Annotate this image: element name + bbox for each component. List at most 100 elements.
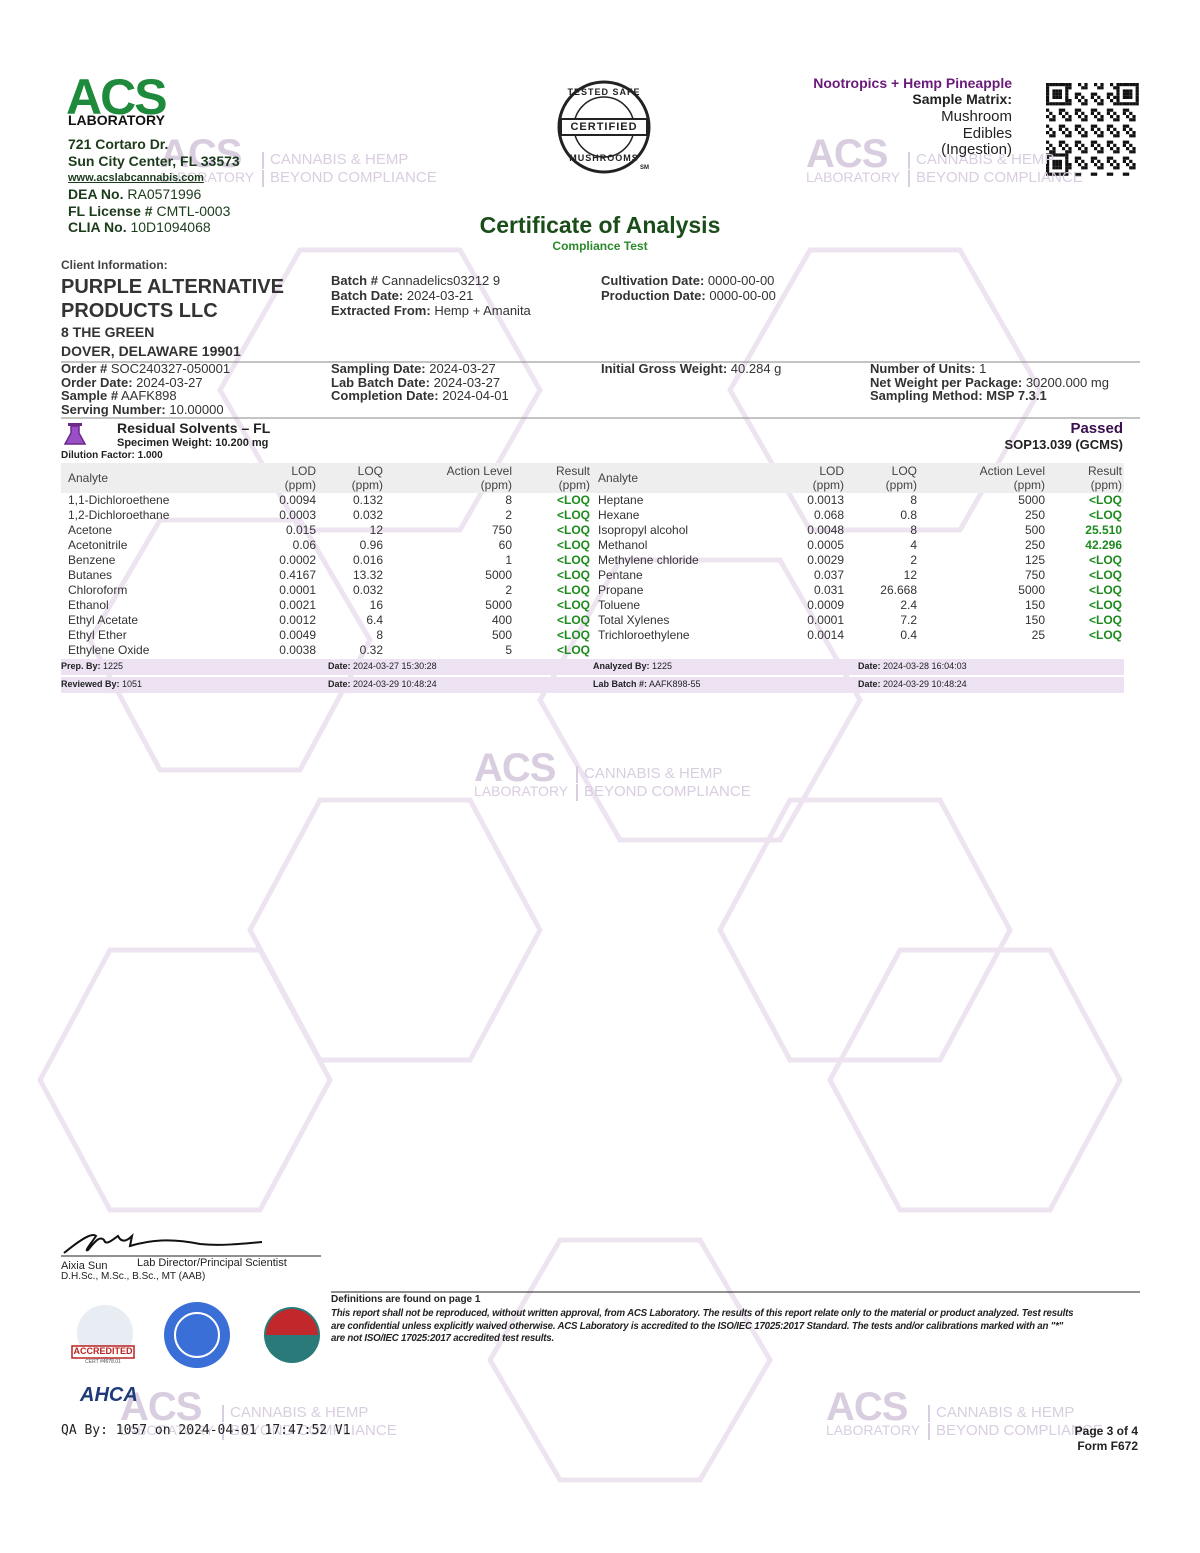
qr-cell <box>1065 118 1069 122</box>
signature-mark <box>63 1232 263 1254</box>
signoff-band <box>61 659 1124 675</box>
analyte: Pentane <box>598 568 643 582</box>
label: Batch Date: <box>331 288 404 303</box>
qr-cell <box>1052 150 1056 154</box>
qr-cell <box>1113 118 1117 122</box>
qr-cell <box>1126 92 1130 96</box>
qr-cell <box>1097 134 1101 138</box>
watermark-hexagons <box>37 247 1123 1483</box>
qr-cell <box>1116 115 1120 119</box>
lab-address: Sun City Center, FL 33573 <box>68 153 240 169</box>
column-unit: (ppm) <box>885 478 917 492</box>
qr-cell <box>1078 108 1082 112</box>
cell: 0.032 <box>352 583 383 597</box>
cell: <LOQ <box>1088 508 1122 522</box>
cell: 750 <box>1024 568 1045 582</box>
label: Analyzed By: <box>593 661 650 671</box>
qr-cell <box>1052 118 1056 122</box>
cell: 1 <box>505 553 512 567</box>
column-unit: (ppm) <box>351 478 383 492</box>
field: Order Date: 2024-03-27 <box>61 374 203 390</box>
qr-cell <box>1084 163 1088 167</box>
qr-cell <box>1122 89 1126 93</box>
qr-cell <box>1126 83 1130 87</box>
qr-cell <box>1122 102 1126 106</box>
qr-cell <box>1074 92 1078 96</box>
qr-cell <box>1113 166 1117 170</box>
qr-cell <box>1081 86 1085 90</box>
qr-cell <box>1049 118 1053 122</box>
qr-cell <box>1116 83 1120 87</box>
qr-cell <box>1084 118 1088 122</box>
watermark-line: BEYOND COMPLIANCE <box>222 1422 397 1440</box>
qr-cell <box>1110 156 1114 160</box>
value: MSP 7.3.1 <box>982 388 1047 404</box>
qr-cell <box>1100 150 1104 154</box>
field: Sampling Method: MSP 7.3.1 <box>870 389 1047 403</box>
qr-cell <box>1046 89 1050 93</box>
analyte: Benzene <box>68 553 116 567</box>
signoff: Reviewed By: 1051 <box>61 679 142 690</box>
watermark-line: CANNABIS & HEMP <box>222 1404 368 1422</box>
qr-cell <box>1055 89 1059 93</box>
qr-cell <box>1100 86 1104 90</box>
field: Production Date: 0000-00-00 <box>601 288 776 303</box>
qr-cell <box>1081 127 1085 131</box>
qr-cell <box>1094 124 1098 128</box>
cell: 5 <box>505 643 512 657</box>
cell: 400 <box>491 613 512 627</box>
qr-cell <box>1046 159 1050 163</box>
watermark-sub: LABORATORY <box>120 1422 215 1438</box>
qr-cell <box>1129 127 1133 131</box>
label: Sampling Date: <box>331 361 426 376</box>
qr-cell <box>1094 156 1098 160</box>
qr-cell <box>1065 92 1069 96</box>
qr-cell <box>1116 131 1120 135</box>
qr-cell <box>1065 169 1069 173</box>
cell: <LOQ <box>556 628 590 642</box>
qr-cell <box>1113 102 1117 106</box>
qr-cell <box>1126 172 1130 176</box>
label: Order Date: <box>61 374 133 390</box>
qr-cell <box>1094 147 1098 151</box>
analyte: Ethanol <box>68 598 109 612</box>
qr-cell <box>1055 95 1059 99</box>
qr-cell <box>1084 102 1088 106</box>
qr-cell <box>1129 83 1133 87</box>
qr-cell <box>1078 83 1082 87</box>
lab-id: FL License # CMTL-0003 <box>68 203 230 219</box>
qr-cell <box>1052 153 1056 157</box>
qr-cell <box>1116 102 1120 106</box>
label: Net Weight per Package: <box>870 374 1023 390</box>
qr-cell <box>1078 140 1082 144</box>
qr-cell <box>1100 166 1104 170</box>
qr-cell <box>1113 86 1117 90</box>
qr-cell <box>1065 99 1069 103</box>
qr-cell <box>1129 92 1133 96</box>
qr-cell <box>1052 147 1056 151</box>
analyte: Ethyl Acetate <box>68 613 139 627</box>
qr-cell <box>1074 156 1078 160</box>
cell: 250 <box>1024 508 1045 522</box>
qr-cell <box>1132 83 1136 87</box>
qa-line: QA By: 1057 on 2024-04-01 17:47:52 V1 <box>61 1423 351 1438</box>
cell: 150 <box>1024 598 1045 612</box>
qr-cell <box>1135 89 1139 93</box>
cell: 0.0009 <box>807 598 844 612</box>
analyte: 1,2-Dichloroethane <box>68 508 170 522</box>
value: 10.00000 <box>165 401 224 417</box>
qr-cell <box>1052 134 1056 138</box>
qr-cell <box>1065 163 1069 167</box>
client-name: PURPLE ALTERNATIVE <box>61 276 284 298</box>
qr-cell <box>1068 131 1072 135</box>
qr-cell <box>1078 147 1082 151</box>
watermark-logo: ACS <box>806 132 888 176</box>
qr-cell <box>1065 143 1069 147</box>
qr-cell <box>1106 156 1110 160</box>
cell: 0.06 <box>292 538 316 552</box>
qr-cell <box>1058 143 1062 147</box>
qr-cell <box>1046 169 1050 173</box>
qr-cell <box>1129 150 1133 154</box>
qr-cell <box>1132 150 1136 154</box>
